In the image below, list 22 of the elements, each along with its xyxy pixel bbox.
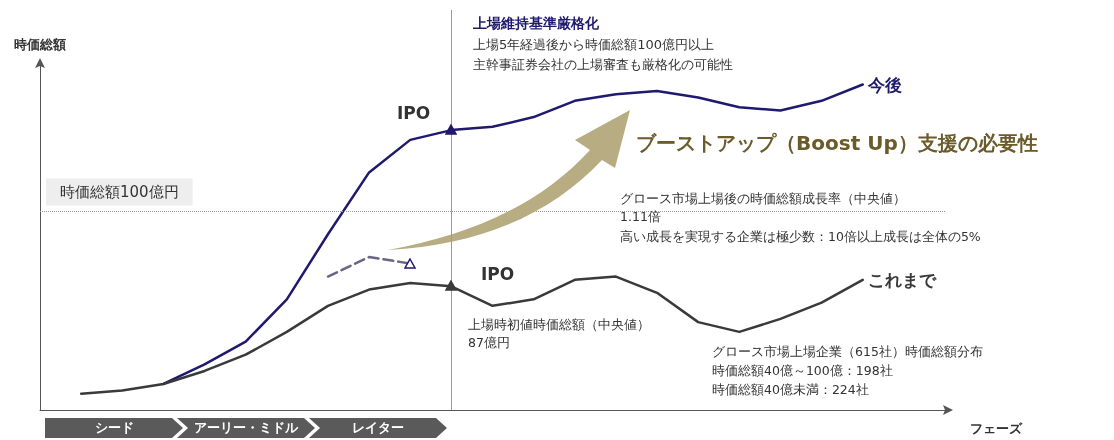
annotation: 高い成長を実現する企業は極少数：10倍以上成長は全体の5% <box>620 229 981 244</box>
annotation: 87億円 <box>468 335 510 350</box>
annotation: IPO <box>481 263 515 284</box>
chevron-label: レイター <box>309 418 447 438</box>
series-label: 今後 <box>866 74 902 95</box>
annotation: 1.11倍 <box>620 209 661 224</box>
annotation: グロース市場上場企業（615社）時価総額分布 <box>712 344 983 359</box>
annotation: IPO <box>397 102 431 123</box>
chevron-label: アーリー・ミドル <box>177 418 315 438</box>
text: 主幹事証券会社の上場審査も厳格化の可能性 <box>473 57 733 72</box>
annotation: グロース市場上場後の時価総額成長率（中央値） <box>620 191 906 206</box>
x-axis-title: フェーズ <box>970 421 1023 436</box>
text: 上場5年経過後から時価総額100億円以上 <box>473 37 715 52</box>
annotation: 時価総額40億～100億：198社 <box>712 363 893 378</box>
chevron-label: シード <box>45 418 183 438</box>
series-label: これまで <box>867 269 937 290</box>
annotation: 時価総額40億未満：224社 <box>712 382 869 397</box>
annotation: ブーストアップ（Boost Up）支援の必要性 <box>636 131 1038 155</box>
ref-line-label: 時価総額100億円 <box>60 182 179 201</box>
y-axis-title: 時価総額 <box>14 37 66 52</box>
annotation: 上場時初値時価総額（中央値） <box>468 317 650 332</box>
text: 上場維持基準厳格化 <box>472 15 600 31</box>
